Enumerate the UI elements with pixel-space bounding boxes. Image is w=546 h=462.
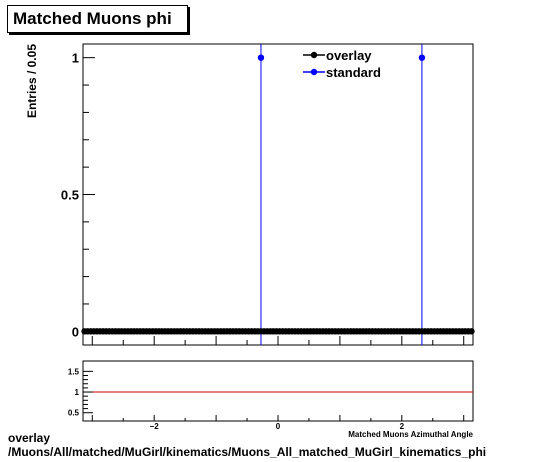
ratio-y-tick-label: 1	[75, 388, 80, 397]
legend: overlay standard	[303, 48, 381, 80]
x-axis-label: Matched Muons Azimuthal Angle	[348, 430, 473, 439]
legend-marker-overlay	[310, 51, 318, 59]
overlay-point	[468, 328, 475, 335]
chart-title: Matched Muons phi	[13, 9, 172, 28]
standard-point	[257, 54, 265, 61]
main-plot-border	[82, 43, 474, 346]
legend-label-standard: standard	[326, 65, 381, 80]
ratio-x-tick-label: −2	[150, 422, 160, 431]
footer-line-1: overlay	[8, 431, 51, 445]
ratio-y-tick-label: 1.5	[68, 367, 80, 376]
chart-title-box: Matched Muons phi	[7, 5, 188, 33]
ratio-y-tick-label: 0.5	[68, 409, 80, 418]
main-plot-frame: 0 0.5 1 Entries / 0.05	[25, 43, 474, 346]
ratio-x-tick-label: 2	[400, 422, 405, 431]
footer-line-2: /Muons/All/matched/MuGirl/kinematics/Muo…	[8, 445, 487, 459]
legend-marker-standard	[310, 68, 318, 76]
y-tick-label: 1	[72, 51, 79, 66]
y-axis-label: Entries / 0.05	[25, 44, 39, 118]
ratio-x-tick-label: 0	[276, 422, 281, 431]
main-plot-marks	[81, 44, 475, 345]
y-tick-label: 0	[72, 324, 79, 339]
y-tick-label: 0.5	[61, 188, 79, 203]
standard-point	[418, 54, 426, 61]
ratio-plot-border	[82, 360, 474, 422]
legend-label-overlay: overlay	[326, 48, 372, 63]
